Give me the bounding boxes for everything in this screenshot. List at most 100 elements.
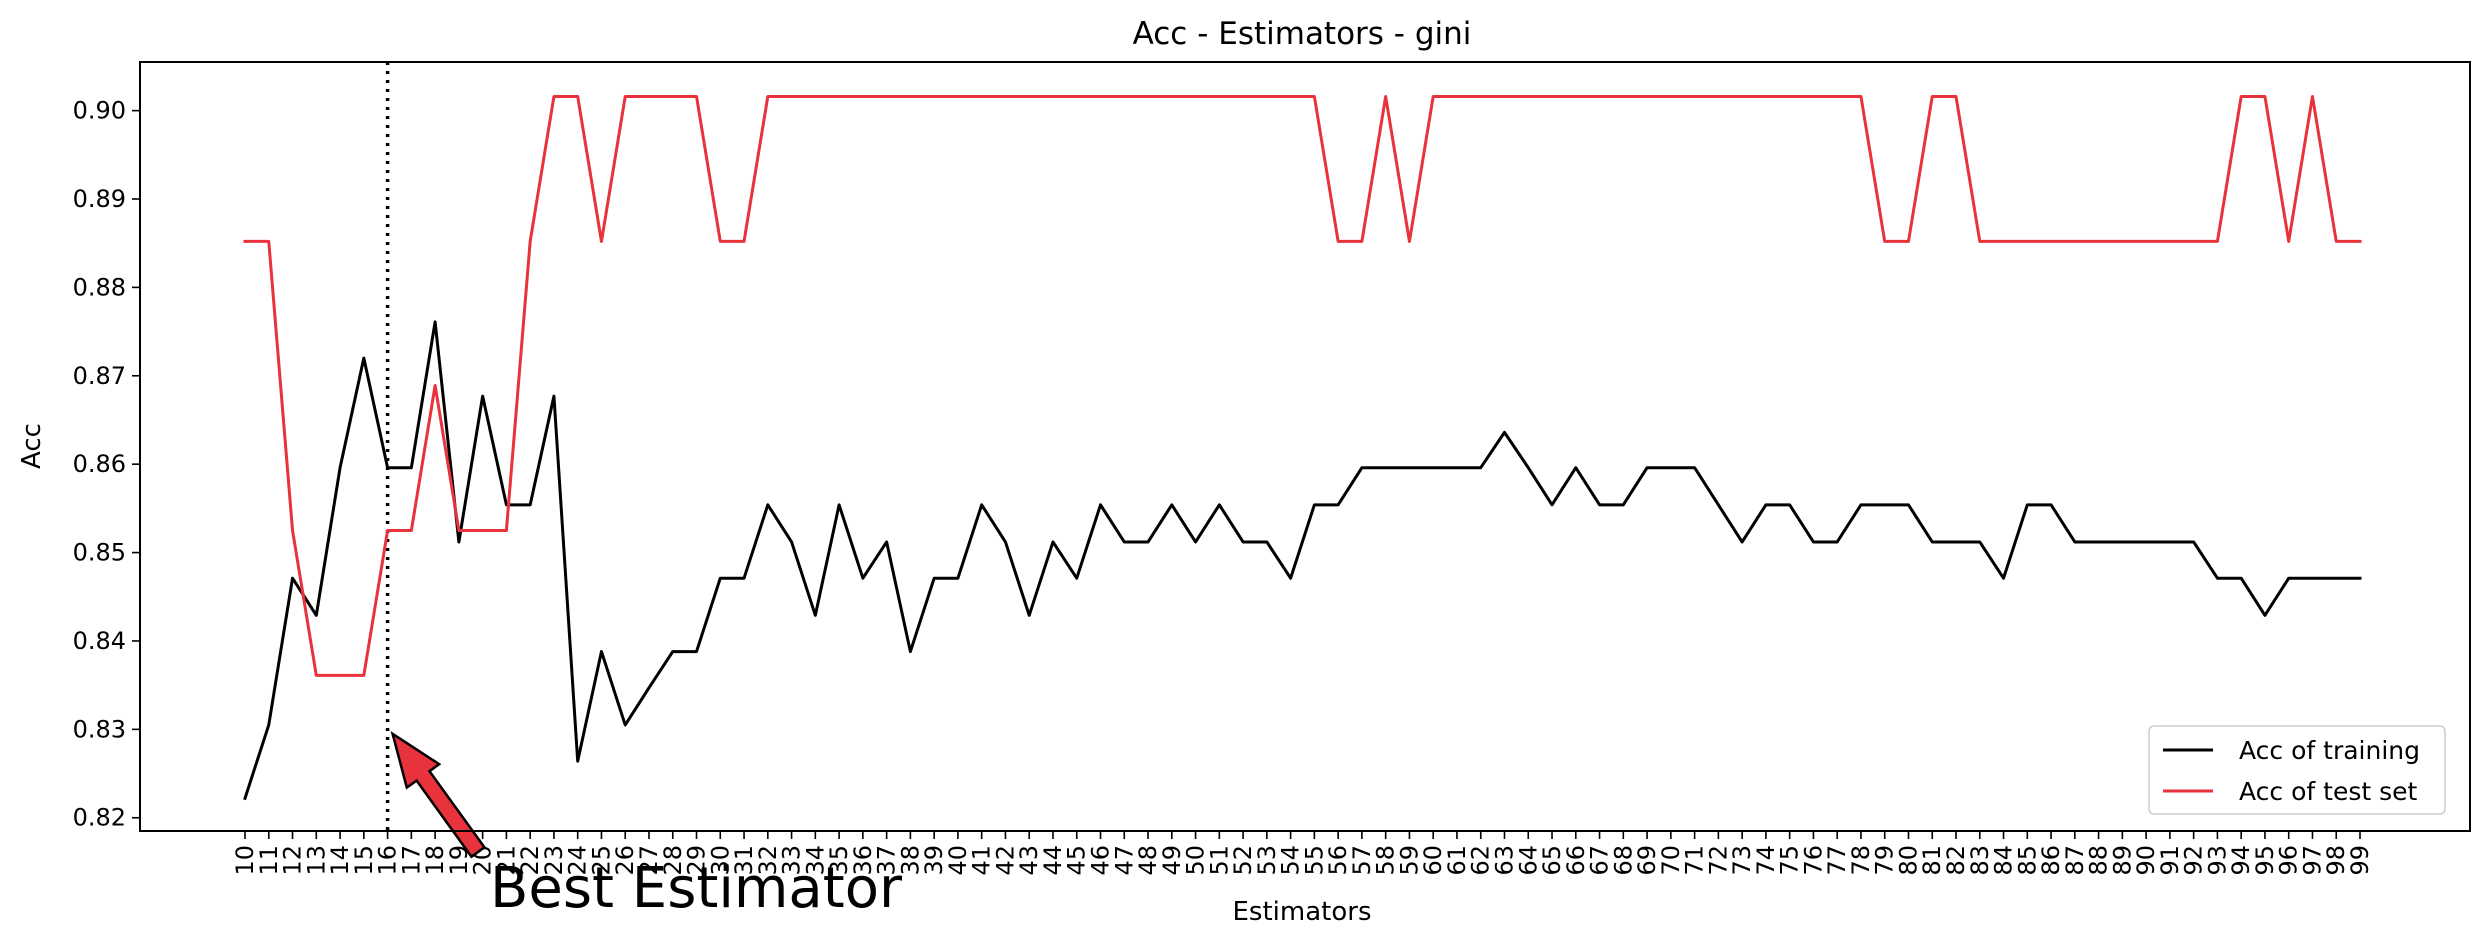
x-tick-label: 67 [1586, 845, 1614, 876]
x-tick-label: 75 [1776, 845, 1804, 876]
x-tick-label: 99 [2346, 845, 2374, 876]
x-tick-label: 77 [1823, 845, 1851, 876]
x-tick-label: 68 [1609, 845, 1637, 876]
x-tick-label: 36 [849, 845, 877, 876]
x-tick-label: 16 [374, 845, 402, 876]
x-tick-label: 81 [1918, 845, 1946, 876]
x-tick-label: 27 [635, 845, 663, 876]
x-tick-label: 71 [1681, 845, 1709, 876]
x-tick-label: 58 [1372, 845, 1400, 876]
x-tick-label: 49 [1158, 845, 1186, 876]
x-tick-label: 38 [896, 845, 924, 876]
x-tick-label: 29 [683, 845, 711, 876]
x-tick-label: 24 [564, 845, 592, 876]
y-tick-label: 0.87 [73, 362, 126, 390]
x-tick-label: 26 [611, 845, 639, 876]
x-tick-label: 15 [350, 845, 378, 876]
x-tick-label: 55 [1300, 845, 1328, 876]
x-tick-label: 82 [1942, 845, 1970, 876]
x-tick-label: 69 [1633, 845, 1661, 876]
x-tick-label: 11 [255, 845, 283, 876]
series-line-test [243, 94, 2362, 677]
chart-title: Acc - Estimators - gini [1133, 16, 1472, 52]
x-tick-label: 86 [2037, 845, 2065, 876]
x-tick-label: 37 [873, 845, 901, 876]
x-tick-label: 92 [2180, 845, 2208, 876]
legend-label-test: Acc of test set [2239, 777, 2418, 806]
x-tick-label: 80 [1894, 845, 1922, 876]
x-tick-label: 76 [1799, 845, 1827, 876]
y-tick-label: 0.89 [73, 185, 126, 213]
series-line-training [243, 320, 2362, 801]
x-tick-label: 73 [1728, 845, 1756, 876]
x-tick-label: 65 [1538, 845, 1566, 876]
x-tick-label: 83 [1966, 845, 1994, 876]
x-tick-label: 48 [1134, 845, 1162, 876]
x-tick-label: 70 [1657, 845, 1685, 876]
x-tick-label: 23 [540, 845, 568, 876]
y-tick-label: 0.84 [73, 627, 126, 655]
x-tick-label: 35 [825, 845, 853, 876]
x-tick-label: 84 [1990, 845, 2018, 876]
x-tick-label: 96 [2275, 845, 2303, 876]
x-tick-label: 95 [2251, 845, 2279, 876]
x-tick-label: 72 [1704, 845, 1732, 876]
x-tick-label: 57 [1348, 845, 1376, 876]
y-tick-label: 0.88 [73, 273, 126, 301]
y-axis-title: Acc [17, 423, 47, 469]
y-tick-label: 0.90 [73, 97, 126, 125]
x-tick-label: 32 [754, 845, 782, 876]
x-tick-label: 94 [2227, 845, 2255, 876]
x-tick-label: 39 [920, 845, 948, 876]
x-tick-label: 34 [801, 845, 829, 876]
legend-box [2148, 725, 2446, 815]
legend: Acc of training Acc of test set [2148, 725, 2446, 815]
x-tick-label: 56 [1324, 845, 1352, 876]
x-tick-label: 46 [1087, 845, 1115, 876]
x-tick-label: 85 [2013, 845, 2041, 876]
x-tick-label: 91 [2156, 845, 2184, 876]
best-estimator-annotation: Best Estimator [490, 856, 903, 921]
y-tick-label: 0.86 [73, 450, 126, 478]
x-tick-label: 62 [1467, 845, 1495, 876]
legend-label-training: Acc of training [2239, 736, 2420, 765]
x-tick-label: 63 [1490, 845, 1518, 876]
x-tick-label: 54 [1277, 845, 1305, 876]
x-tick-label: 18 [421, 845, 449, 876]
x-tick-label: 25 [587, 845, 615, 876]
x-tick-label: 14 [326, 845, 354, 876]
x-tick-label: 41 [968, 845, 996, 876]
y-tick-label: 0.82 [73, 804, 126, 832]
x-tick-label: 97 [2298, 845, 2326, 876]
x-tick-label: 22 [516, 845, 544, 876]
x-tick-label: 93 [2203, 845, 2231, 876]
x-tick-label: 30 [706, 845, 734, 876]
x-tick-label: 45 [1063, 845, 1091, 876]
x-tick-label: 78 [1847, 845, 1875, 876]
x-tick-label: 53 [1253, 845, 1281, 876]
x-tick-label: 42 [991, 845, 1019, 876]
x-tick-label: 47 [1110, 845, 1138, 876]
x-tick-label: 51 [1205, 845, 1233, 876]
x-tick-label: 33 [778, 845, 806, 876]
y-tick-label: 0.85 [73, 539, 126, 567]
y-tick-label: 0.83 [73, 715, 126, 743]
x-tick-label: 64 [1514, 845, 1542, 876]
x-tick-label: 28 [659, 845, 687, 876]
x-tick-label: 90 [2132, 845, 2160, 876]
x-tick-label: 21 [492, 845, 520, 876]
x-tick-label: 59 [1395, 845, 1423, 876]
x-tick-label: 43 [1015, 845, 1043, 876]
x-tick-label: 44 [1039, 845, 1067, 876]
x-tick-label: 17 [397, 845, 425, 876]
x-tick-label: 40 [944, 845, 972, 876]
x-tick-label: 88 [2085, 845, 2113, 876]
plot-area-frame [139, 61, 2471, 832]
x-tick-label: 87 [2061, 845, 2089, 876]
x-tick-label: 89 [2108, 845, 2136, 876]
x-tick-label: 79 [1871, 845, 1899, 876]
x-tick-label: 31 [730, 845, 758, 876]
x-tick-label: 74 [1752, 845, 1780, 876]
x-tick-label: 13 [302, 845, 330, 876]
